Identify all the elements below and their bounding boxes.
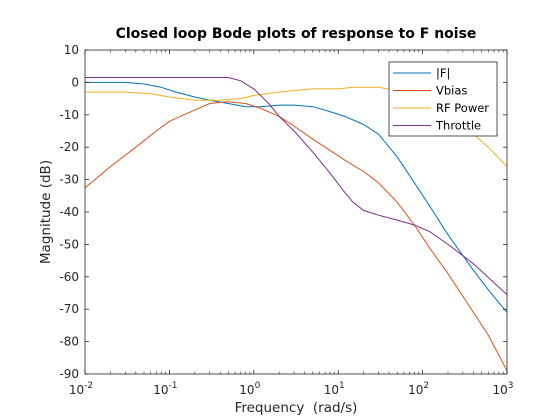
y-tick-label: 10 <box>64 43 79 57</box>
legend: |F| Vbias RF Power Throttle <box>388 61 498 137</box>
y-tick-label: -60 <box>59 270 79 284</box>
legend-label-3: RF Power <box>436 101 489 115</box>
x-tick-label: 102 <box>408 381 429 397</box>
legend-label-1: |F| <box>436 66 450 80</box>
ticks-layer: 10-2 10-1 100 101 102 103100-10-20-30-40-50-6… <box>59 43 513 397</box>
y-tick-label: -90 <box>59 367 79 381</box>
y-tick-label: -10 <box>59 108 79 122</box>
x-axis-title: Frequency (rad/s) <box>235 400 358 416</box>
y-tick-label: -40 <box>59 205 79 219</box>
series-line-2 <box>84 101 508 372</box>
x-tick-label: 10-2 <box>69 381 93 397</box>
series-line-1 <box>85 81 508 313</box>
legend-label-2: Vbias <box>436 84 467 98</box>
x-tick-label: 101 <box>324 381 345 397</box>
y-axis-title: Magnitude (dB) <box>38 160 54 264</box>
y-tick-label: -80 <box>59 335 79 349</box>
legend-box <box>388 61 498 137</box>
y-tick-label: -20 <box>59 140 79 154</box>
y-tick-label: 0 <box>71 75 79 89</box>
legend-label-4: Throttle <box>435 119 481 133</box>
y-tick-label: -70 <box>59 302 79 316</box>
x-tick-label: 10-1 <box>153 381 177 397</box>
y-tick-label: -50 <box>59 237 79 251</box>
y-tick-label: -30 <box>59 173 79 187</box>
chart-title: Closed loop Bode plots of response to F … <box>116 26 477 42</box>
series-line-4 <box>85 77 508 295</box>
x-tick-label: 103 <box>492 381 513 397</box>
x-tick-label: 100 <box>239 381 260 397</box>
